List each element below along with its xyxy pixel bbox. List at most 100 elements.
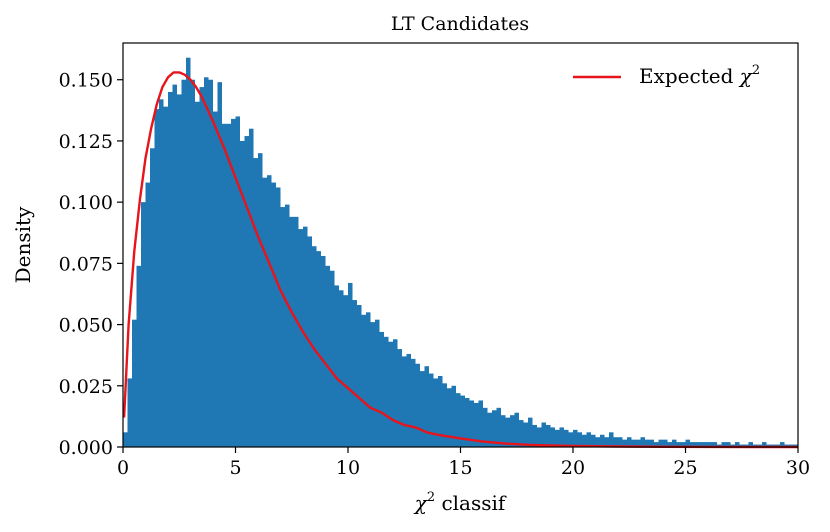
x-axis-label: χ2 classif xyxy=(413,490,507,515)
histogram-bar xyxy=(366,312,371,447)
histogram-bar xyxy=(136,265,141,447)
histogram-bar xyxy=(591,434,596,447)
histogram-bar xyxy=(550,427,555,447)
x-tick-label: 30 xyxy=(786,457,810,479)
histogram-bar xyxy=(519,420,524,447)
histogram-bar xyxy=(181,79,186,448)
x-tick-label: 5 xyxy=(229,457,241,479)
histogram-bar xyxy=(222,123,227,448)
y-tick-label: 0.025 xyxy=(59,376,113,398)
legend: Expected χ2 xyxy=(573,63,760,88)
histogram-bar xyxy=(150,148,155,447)
histogram-bar xyxy=(699,442,704,447)
histogram-bar xyxy=(348,282,353,447)
histogram-bar xyxy=(541,422,546,447)
histogram-bar xyxy=(618,437,623,447)
histogram-bar xyxy=(429,373,434,447)
histogram-bar xyxy=(573,429,578,447)
histogram-bar xyxy=(492,410,497,447)
histogram-bar xyxy=(649,439,654,447)
histogram-bar xyxy=(753,444,758,447)
histogram-bar xyxy=(568,432,573,447)
histogram-bar xyxy=(501,415,506,447)
histogram-bar xyxy=(420,371,425,447)
histogram-bar xyxy=(339,290,344,447)
histogram-bar xyxy=(244,136,249,447)
histogram-bar xyxy=(595,437,600,447)
histogram-bar xyxy=(532,424,537,447)
x-tick-label: 10 xyxy=(336,457,360,479)
histogram-bar xyxy=(685,439,690,447)
histogram-bar xyxy=(379,331,384,447)
histogram-bar xyxy=(523,422,528,447)
histogram-bar xyxy=(213,111,218,447)
histogram-bar xyxy=(231,118,236,448)
histogram-bar xyxy=(537,427,542,447)
histogram-bar xyxy=(474,402,479,447)
x-tick-label: 20 xyxy=(561,457,585,479)
legend-label-sup: 2 xyxy=(752,63,760,78)
histogram-bar xyxy=(235,116,240,448)
histogram-bar xyxy=(145,182,150,447)
histogram-bar xyxy=(343,295,348,447)
histogram-bar xyxy=(361,314,366,447)
y-tick-label: 0.100 xyxy=(59,192,113,214)
histogram-bar xyxy=(375,319,380,447)
histogram-bar xyxy=(240,140,245,447)
histogram-bar xyxy=(775,444,780,447)
x-tick-label: 15 xyxy=(448,457,472,479)
histogram-bar xyxy=(496,407,501,447)
histogram-bar xyxy=(325,265,330,447)
histogram-bar xyxy=(424,366,429,447)
histogram-bar xyxy=(357,304,362,447)
histogram-bar xyxy=(298,229,303,447)
histogram-bar xyxy=(411,358,416,447)
histogram-bar xyxy=(577,432,582,447)
histogram-bar xyxy=(789,444,794,447)
histogram-bar xyxy=(631,439,636,447)
histogram-bar xyxy=(451,385,456,447)
histogram-bar xyxy=(654,442,659,447)
histogram-bar xyxy=(280,207,285,447)
histogram-bar xyxy=(352,300,357,447)
histogram-bar xyxy=(442,383,447,447)
histogram-bar xyxy=(757,444,762,447)
histogram-bar xyxy=(217,82,222,448)
histogram-bar xyxy=(586,432,591,447)
y-tick-label: 0.150 xyxy=(59,70,113,92)
histogram-bar xyxy=(208,79,213,448)
histogram-bar xyxy=(766,444,771,447)
histogram-bar xyxy=(154,109,159,447)
histogram-bar xyxy=(604,437,609,447)
histogram-bar xyxy=(640,437,645,447)
x-axis-ticks: 0 5 10 15 20 25 30 xyxy=(117,447,810,479)
histogram-bar xyxy=(672,439,677,447)
histogram-bar xyxy=(447,388,452,447)
histogram-bar xyxy=(204,77,209,448)
histogram-bar xyxy=(735,442,740,447)
x-axis-label-rest: classif xyxy=(435,491,507,515)
histogram-bar xyxy=(433,378,438,447)
histogram-bar xyxy=(676,442,681,447)
histogram-bar xyxy=(528,417,533,447)
histogram-bar xyxy=(370,322,375,447)
histogram-bar xyxy=(694,442,699,447)
histogram-bar xyxy=(784,444,789,447)
histogram-bar xyxy=(690,442,695,447)
histogram-bar xyxy=(393,339,398,447)
histogram-bar xyxy=(226,123,231,448)
histogram-bar xyxy=(681,442,686,447)
histogram-bar xyxy=(312,246,317,447)
histogram-bar xyxy=(127,378,132,447)
histogram-bar xyxy=(321,256,326,447)
histogram-bar xyxy=(199,87,204,447)
histogram-bar xyxy=(285,204,290,447)
histogram-bar xyxy=(708,442,713,447)
histogram-bar xyxy=(514,412,519,447)
legend-label-symbol: χ xyxy=(738,64,754,88)
x-tick-label: 25 xyxy=(673,457,697,479)
histogram-bar xyxy=(397,349,402,447)
histogram-bar xyxy=(559,427,564,447)
histogram-bar xyxy=(636,439,641,447)
histogram-bar xyxy=(487,412,492,447)
